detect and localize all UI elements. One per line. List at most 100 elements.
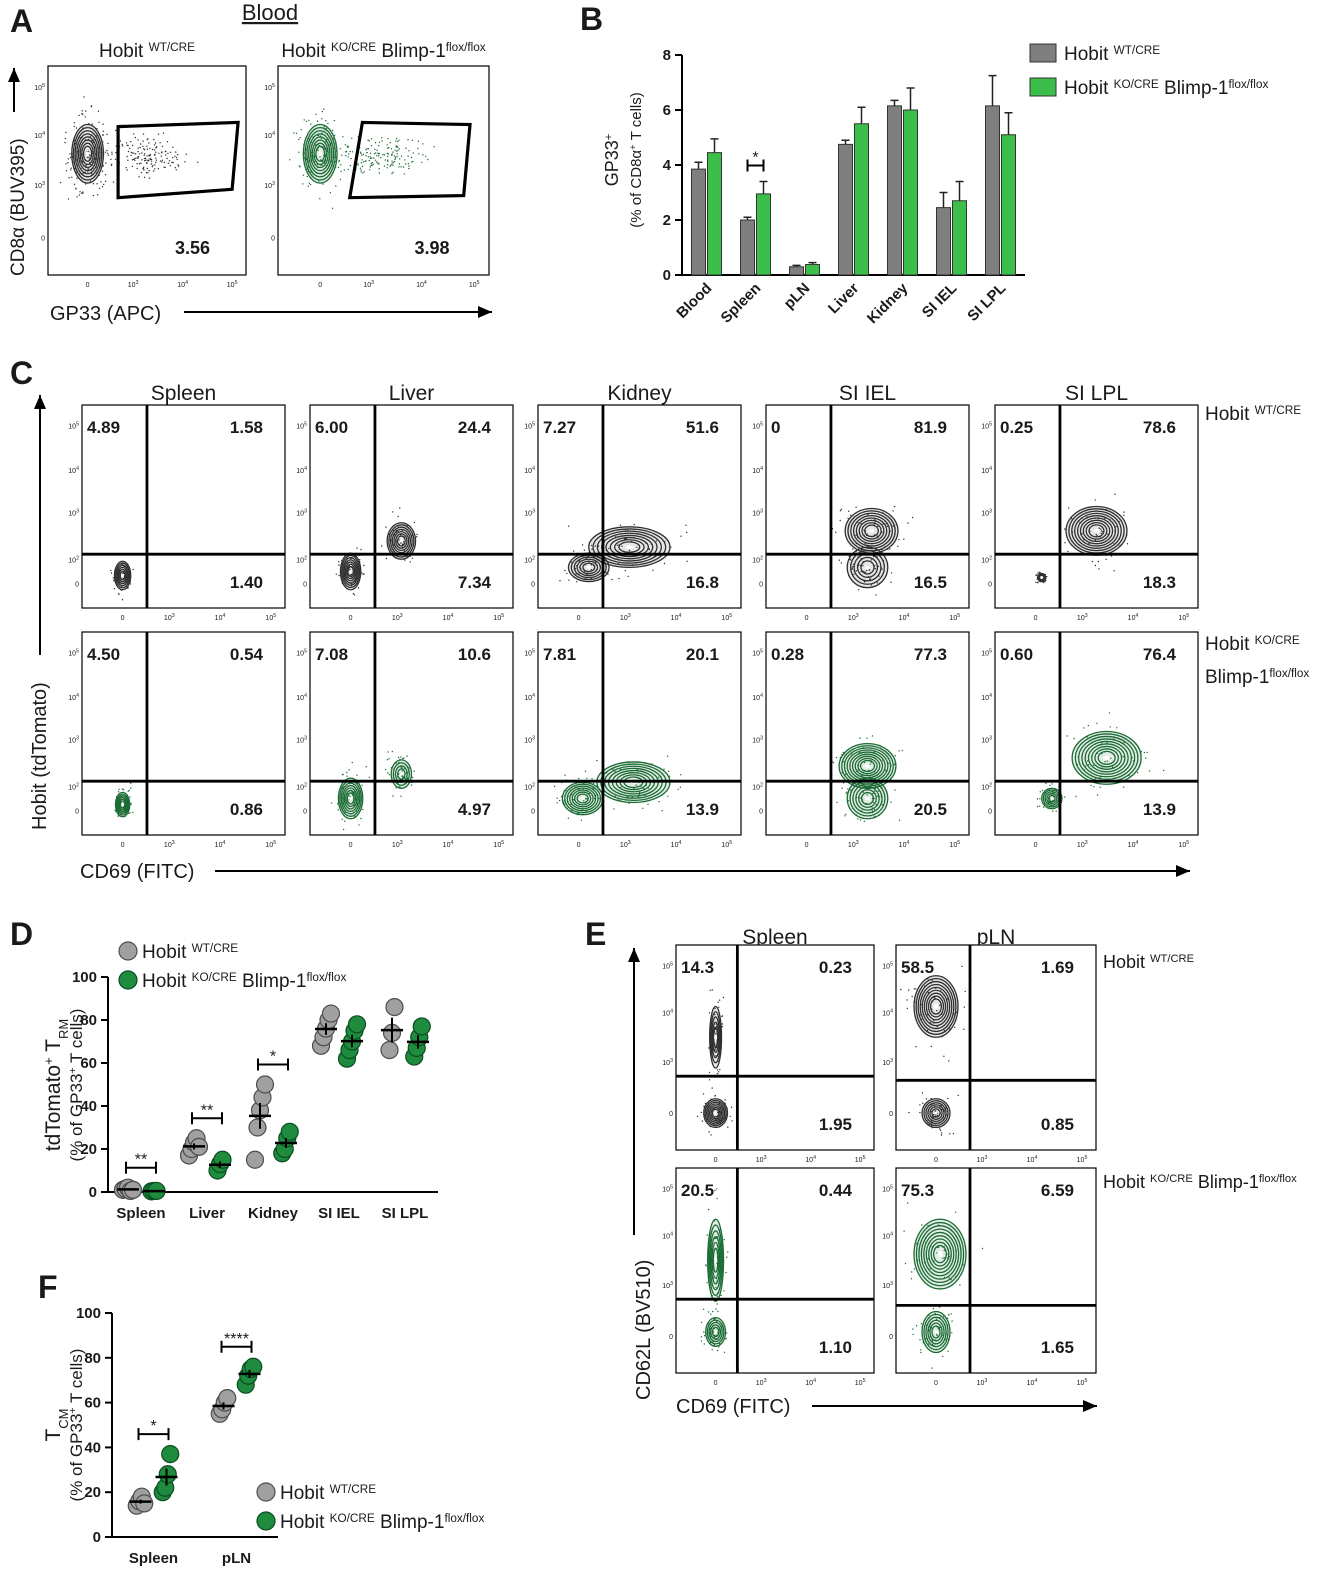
contour-line: [860, 560, 875, 575]
flow-tick-label: 104: [1128, 613, 1139, 622]
label-part: flox/flox: [306, 971, 346, 984]
label-part: 5: [1186, 613, 1189, 619]
label-part: Blimp-1: [1193, 1172, 1259, 1192]
flow-tick-label: 104: [899, 840, 910, 849]
event-dot: [877, 790, 880, 792]
event-dot: [374, 142, 377, 144]
event-dot: [64, 141, 66, 144]
event-dot: [154, 164, 156, 166]
flow-tick-label: 0: [759, 582, 763, 589]
contour-center: [933, 1004, 939, 1009]
flow-tick-label: 105: [855, 1155, 866, 1164]
event-dot: [350, 558, 352, 560]
event-dot: [389, 165, 391, 167]
event-dot: [361, 784, 363, 786]
data-point: [321, 1004, 341, 1023]
gate: [116, 120, 240, 200]
panel-label: A: [10, 3, 33, 39]
event-dot: [836, 801, 838, 804]
event-dot: [359, 151, 362, 153]
event-dot: [302, 183, 304, 185]
quadrant-value: 77.3: [914, 645, 947, 664]
event-dot: [143, 149, 146, 151]
event-dot: [903, 538, 905, 540]
event-dot: [307, 185, 309, 187]
event-dot: [320, 159, 322, 161]
event-dot: [716, 1072, 719, 1075]
event-dot: [871, 807, 873, 809]
event-dot: [1036, 805, 1039, 808]
bar: [789, 266, 804, 276]
event-dot: [340, 164, 342, 166]
panel-label: F: [38, 1269, 58, 1305]
event-dot: [127, 790, 129, 792]
event-dot: [154, 168, 156, 170]
event-dot: [633, 523, 635, 526]
label-part: 10: [805, 1380, 813, 1387]
event-dot: [361, 154, 363, 156]
event-dot: [661, 810, 663, 812]
event-dot: [146, 162, 148, 164]
event-dot: [125, 167, 127, 169]
event-dot: [870, 584, 873, 586]
event-dot: [362, 808, 364, 811]
event-dot: [384, 768, 387, 771]
label-part: 10: [882, 1060, 890, 1067]
label-part: 10: [392, 842, 400, 849]
label-part: KO/CRE: [1255, 634, 1300, 647]
event-dot: [1088, 542, 1090, 545]
flow-tick-label: 103: [756, 1155, 767, 1164]
axis-arrow-head: [478, 306, 492, 318]
label-part: 3: [984, 1378, 987, 1384]
label-part: 10: [524, 557, 532, 564]
label-part: 3: [989, 736, 992, 742]
event-dot: [957, 1094, 959, 1097]
label-part: 4: [678, 840, 681, 846]
event-dot: [98, 187, 101, 190]
label-part: 5: [760, 421, 763, 427]
flow-tick-label: 105: [265, 840, 276, 849]
quadrant-value: 1.69: [1041, 958, 1074, 977]
event-dot: [892, 510, 894, 512]
event-dot: [718, 1346, 720, 1348]
flow-tick-label: 104: [416, 280, 427, 289]
y-tick-label: 60: [80, 1055, 97, 1072]
event-dot: [337, 809, 339, 811]
event-dot: [161, 151, 163, 153]
event-dot: [338, 561, 340, 563]
contour-line: [858, 519, 885, 542]
label-part: 10: [469, 282, 477, 289]
event-dot: [146, 159, 148, 161]
label-part: 10: [493, 842, 501, 849]
label-part: 10: [1077, 615, 1085, 622]
event-dot: [82, 191, 84, 193]
column-title: Spleen: [151, 382, 216, 405]
event-dot: [850, 514, 852, 516]
event-dot: [391, 163, 393, 165]
event-dot: [1035, 574, 1037, 577]
event-dot: [893, 763, 896, 766]
event-dot: [381, 140, 383, 142]
contour-line: [709, 1230, 722, 1291]
event-dot: [132, 568, 134, 571]
event-dot: [842, 751, 844, 754]
event-dot: [407, 155, 409, 157]
label-part: 10: [752, 557, 760, 564]
label-part: 10: [363, 282, 371, 289]
flow-tick-label: 102: [752, 555, 763, 564]
label-part: 10: [721, 615, 729, 622]
contour-line: [1094, 748, 1119, 768]
bar: [838, 143, 853, 276]
event-dot: [387, 751, 389, 753]
quadrant-value: 0.86: [230, 800, 263, 819]
event-dot: [372, 163, 375, 166]
flow-tick-label: 102: [524, 782, 535, 791]
flow-tick-label: 0: [271, 235, 275, 242]
contour-line: [923, 989, 949, 1024]
quadrant-value: 58.5: [901, 958, 934, 977]
event-dot: [868, 769, 870, 771]
label-part: 10: [981, 695, 989, 702]
event-dot: [642, 807, 644, 809]
label-part: 2: [304, 782, 307, 788]
contour-line: [927, 995, 945, 1018]
